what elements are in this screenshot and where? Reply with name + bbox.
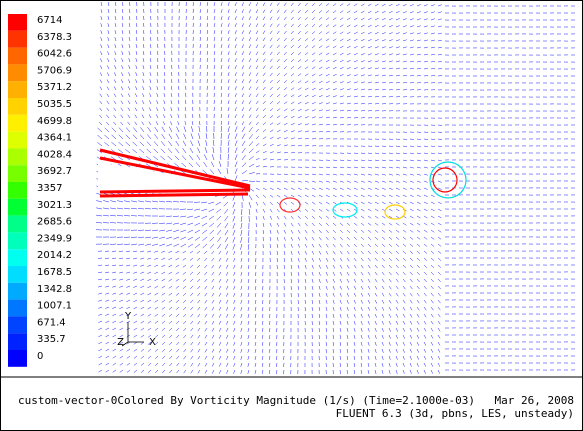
colorbar-label: 5371.2 <box>37 82 72 93</box>
colorbar-swatch <box>8 216 27 233</box>
footer-date: Mar 26, 2008 <box>495 394 574 407</box>
window-border <box>1 1 583 431</box>
colorbar-swatch <box>8 115 27 132</box>
colorbar-label: 6378.3 <box>37 32 72 43</box>
colorbar-label: 5035.5 <box>37 99 72 110</box>
colorbar-label: 2349.9 <box>37 233 72 244</box>
colorbar-swatch <box>8 182 27 199</box>
colorbar-swatch <box>8 64 27 81</box>
colorbar-label: 4028.4 <box>37 149 72 160</box>
colorbar-label: 5706.9 <box>37 65 72 76</box>
colorbar-swatch <box>8 249 27 266</box>
colorbar-swatch <box>8 148 27 165</box>
colorbar-label: 671.4 <box>37 317 66 328</box>
colorbar-swatch <box>8 165 27 182</box>
colorbar-label: 1342.8 <box>37 284 72 295</box>
colorbar-swatch <box>8 31 27 48</box>
colorbar-swatch <box>8 283 27 300</box>
colorbar-swatch <box>8 266 27 283</box>
colorbar-label: 6042.6 <box>37 49 72 60</box>
axis-label-x: X <box>149 337 156 348</box>
colorbar-label: 2014.2 <box>37 250 72 261</box>
colorbar-label: 3021.3 <box>37 200 72 211</box>
colorbar-swatch <box>8 232 27 249</box>
colorbar-label: 3692.7 <box>37 166 72 177</box>
colorbar-swatch <box>8 316 27 333</box>
colorbar-swatch <box>8 333 27 350</box>
footer-solver: FLUENT 6.3 (3d, pbns, LES, unsteady) <box>336 407 574 420</box>
colorbar-label: 4699.8 <box>37 116 72 127</box>
colorbar-swatch <box>8 81 27 98</box>
colorbar-swatch <box>8 132 27 149</box>
colorbar-label: 1007.1 <box>37 301 72 312</box>
footer-description: custom-vector-0Colored By Vorticity Magn… <box>18 394 475 407</box>
colorbar-label: 3357 <box>37 183 62 194</box>
colorbar-swatch <box>8 14 27 31</box>
colorbar-swatch <box>8 350 27 367</box>
colorbar-label: 4364.1 <box>37 133 72 144</box>
page: 6714 6378.3 6042.6 5706.9 5371.2 5035.5 4699.8… <box>0 0 583 431</box>
colorbar-label: 1678.5 <box>37 267 72 278</box>
colorbar-swatch <box>8 199 27 216</box>
axis-label-z: Z <box>117 337 124 348</box>
colorbar-label: 2685.6 <box>37 217 72 228</box>
fluent-window: 6714 6378.3 6042.6 5706.9 5371.2 5035.5 4699.8… <box>0 0 583 431</box>
colorbar-label: 6714 <box>37 15 62 26</box>
axis-label-y: Y <box>124 311 132 322</box>
colorbar-label: 335.7 <box>37 334 66 345</box>
colorbar-swatch <box>8 48 27 65</box>
colorbar-swatch <box>8 98 27 115</box>
colorbar-swatch <box>8 300 27 317</box>
colorbar-label: 0 <box>37 351 43 362</box>
